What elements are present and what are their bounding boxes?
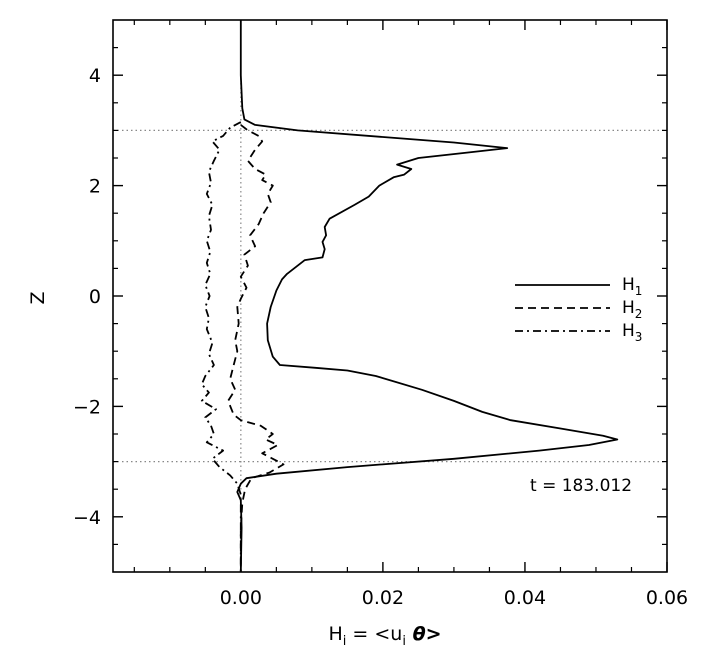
time-annotation: t = 183.012	[530, 476, 632, 496]
y-tick-label: 4	[89, 65, 101, 87]
y-tick-label: 0	[89, 286, 101, 308]
legend-label-h3: H3	[622, 321, 642, 344]
y-tick-label: −2	[73, 396, 101, 418]
series-h3-line	[200, 121, 242, 572]
x-axis-label: Hi = <ui θ>	[328, 623, 441, 649]
legend-label-h2: H2	[622, 298, 642, 321]
x-tick-label: 0.00	[220, 587, 262, 609]
legend: H1 H2 H3	[515, 275, 642, 344]
y-tick-label: −4	[73, 507, 101, 529]
x-tick-label: 0.06	[646, 587, 688, 609]
y-tick-label: 2	[89, 176, 101, 198]
series-layer	[200, 20, 619, 573]
axis-ticks	[113, 20, 668, 572]
y-tick-labels: −4 −2 0 2 4	[73, 65, 101, 529]
x-tick-label: 0.04	[504, 587, 546, 609]
series-h1-line	[236, 20, 619, 573]
x-tick-label: 0.02	[362, 587, 404, 609]
x-tick-labels: 0.00 0.02 0.04 0.06	[220, 587, 688, 609]
reference-lines	[113, 20, 667, 572]
legend-label-h1: H1	[622, 275, 642, 298]
series-h2-line	[227, 124, 285, 572]
y-axis-label: Z	[27, 291, 49, 304]
